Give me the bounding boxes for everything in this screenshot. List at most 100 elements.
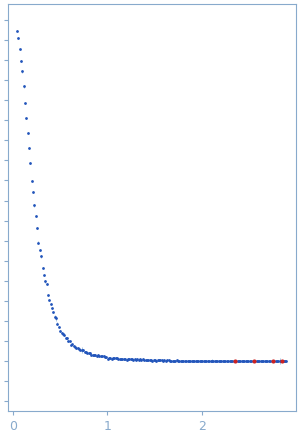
Point (218, 357, 222, 364)
Point (125, 355, 130, 362)
Point (169, 357, 174, 364)
Point (143, 356, 148, 363)
Point (138, 356, 142, 363)
Point (96, 352, 100, 359)
Point (25, 130, 30, 137)
Point (190, 357, 195, 364)
Point (172, 357, 176, 364)
Point (178, 357, 183, 364)
Point (154, 357, 159, 364)
Point (187, 357, 191, 364)
Point (94, 352, 99, 359)
Point (177, 357, 182, 364)
Point (207, 357, 212, 364)
Point (83, 348, 88, 355)
Point (246, 357, 251, 364)
Point (262, 357, 267, 364)
Point (219, 357, 224, 364)
Point (101, 353, 106, 360)
Point (81, 347, 85, 354)
Point (215, 357, 220, 364)
Point (161, 357, 166, 364)
Point (135, 356, 140, 363)
Point (180, 357, 184, 364)
Point (206, 357, 210, 364)
Point (28, 160, 33, 166)
Point (136, 356, 141, 363)
Point (204, 357, 209, 364)
Point (272, 358, 277, 365)
Point (55, 320, 60, 327)
Point (78, 347, 83, 354)
Point (242, 357, 247, 364)
Point (208, 357, 213, 364)
Point (261, 358, 266, 365)
Point (249, 357, 254, 364)
Point (251, 358, 256, 365)
Point (158, 357, 163, 364)
Point (153, 357, 158, 364)
Point (284, 357, 289, 364)
Point (238, 357, 243, 364)
Point (31, 189, 35, 196)
Point (54, 315, 58, 322)
Point (130, 355, 134, 362)
Point (59, 329, 64, 336)
Point (47, 297, 52, 304)
Point (196, 357, 201, 364)
Point (21, 83, 26, 90)
Point (132, 356, 137, 363)
Point (80, 347, 84, 354)
Point (70, 341, 75, 348)
Point (112, 354, 117, 361)
Point (33, 212, 38, 219)
Point (116, 355, 121, 362)
Point (43, 277, 48, 284)
Point (250, 358, 255, 365)
Point (197, 357, 202, 364)
Point (201, 357, 206, 364)
Point (127, 356, 132, 363)
Point (223, 357, 228, 364)
Point (232, 358, 237, 365)
Point (75, 344, 80, 351)
Point (239, 357, 244, 364)
Point (69, 341, 74, 348)
Point (51, 309, 56, 316)
Point (166, 357, 171, 364)
Point (164, 357, 168, 364)
Point (253, 357, 258, 364)
Point (150, 357, 155, 364)
Point (27, 145, 32, 152)
Point (155, 357, 160, 364)
Point (277, 357, 282, 364)
Point (234, 358, 239, 365)
Point (123, 356, 128, 363)
Point (245, 357, 250, 364)
Point (40, 264, 45, 271)
Point (108, 355, 113, 362)
Point (212, 357, 217, 364)
Point (209, 357, 214, 364)
Point (139, 357, 144, 364)
Point (92, 351, 96, 358)
Point (134, 356, 138, 363)
Point (50, 305, 54, 312)
Point (142, 357, 147, 364)
Point (71, 343, 76, 350)
Point (16, 35, 21, 42)
Point (199, 357, 203, 364)
Point (185, 357, 190, 364)
Point (117, 355, 122, 362)
Point (184, 357, 189, 364)
Point (216, 357, 221, 364)
Point (157, 357, 161, 364)
Point (74, 345, 79, 352)
Point (44, 281, 49, 288)
Point (279, 357, 283, 364)
Point (176, 357, 180, 364)
Point (257, 357, 262, 364)
Point (20, 68, 25, 75)
Point (111, 354, 116, 361)
Point (235, 357, 240, 364)
